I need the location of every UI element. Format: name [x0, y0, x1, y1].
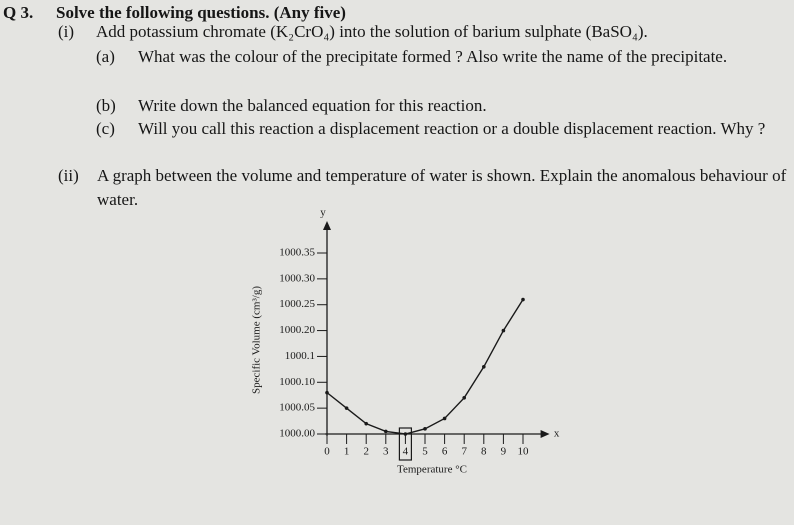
y-axis-label: Specific Volume (cm³/g)	[251, 286, 263, 394]
part-text: Add potassium chromate (K₂CrO₄) into the…	[96, 22, 648, 41]
y-arrow	[323, 221, 331, 230]
question-title: Solve the following questions. (Any five…	[56, 3, 346, 22]
subpart-text: What was the colour of the precipitate f…	[138, 47, 728, 66]
x-tick-label: 8	[481, 446, 487, 458]
curve-point	[501, 328, 506, 333]
y-tick-label: 1000.30	[279, 272, 315, 284]
curve-point	[384, 429, 388, 434]
x-tick-label: 1	[344, 446, 350, 458]
y-tick-label: 1000.25	[279, 298, 315, 310]
x-tick-label: 0	[324, 446, 330, 458]
curve-point	[423, 427, 427, 431]
part-text: A graph between the volume and temperatu…	[97, 166, 787, 209]
subpart-text: Write down the balanced equation for thi…	[138, 96, 487, 115]
curve-point	[325, 390, 329, 395]
curve-point	[364, 421, 369, 426]
y-axis-letter: y	[320, 207, 326, 219]
question-number: Q 3.	[3, 3, 34, 22]
curve-point	[482, 364, 486, 369]
x-arrow	[540, 430, 550, 438]
x-tick-label: 2	[363, 446, 369, 458]
part-label: (i)	[58, 22, 75, 41]
subpart-text: Will you call this reaction a displaceme…	[138, 119, 766, 138]
subpart-label: (b)	[96, 96, 116, 115]
x-tick-label: 3	[383, 446, 389, 458]
subpart-label: (c)	[96, 119, 115, 138]
subpart-label: (a)	[96, 47, 115, 66]
curve-point	[344, 406, 349, 410]
y-tick-label: 1000.20	[279, 324, 315, 336]
x-axis-letter: x	[554, 428, 560, 440]
y-tick-label: 1000.05	[279, 402, 315, 414]
curve-point	[442, 416, 447, 421]
highlight-box	[398, 427, 412, 461]
x-tick-label: 5	[422, 446, 428, 458]
x-tick-label: 7	[461, 446, 467, 458]
x-axis-label: Temperature °C	[397, 464, 467, 476]
y-tick-label: 1000.10	[279, 376, 315, 388]
curve-point	[462, 396, 467, 400]
curve-point	[403, 432, 408, 436]
x-tick-label: 6	[442, 446, 448, 458]
curve	[326, 299, 524, 435]
y-tick-label: 1000.1	[285, 350, 315, 362]
x-tick-label: 4	[403, 446, 409, 458]
x-tick-label: 10	[518, 446, 530, 458]
y-tick-label: 1000.35	[279, 247, 315, 259]
y-tick-label: 1000.00	[279, 428, 315, 440]
curve-point	[521, 297, 525, 302]
x-tick-label: 9	[501, 446, 507, 458]
part-label: (ii)	[58, 166, 79, 185]
